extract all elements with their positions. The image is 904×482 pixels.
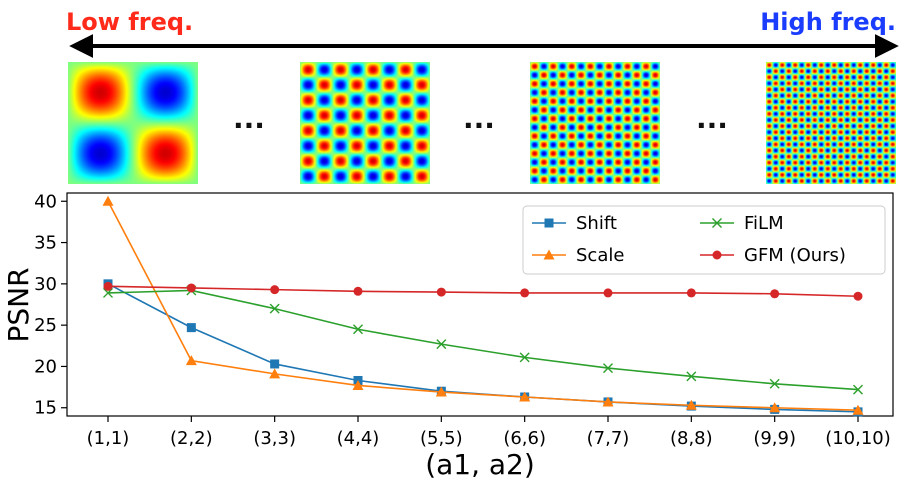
y-axis-title: PSNR <box>2 267 35 342</box>
legend-item-gfm-ours: GFM (Ours) <box>700 245 846 266</box>
data-point-film <box>103 287 113 298</box>
x-tick-label: (8,8) <box>670 428 713 449</box>
series-film <box>103 285 863 395</box>
data-point-gfm-ours <box>103 281 113 291</box>
y-tick-label: 30 <box>34 274 57 295</box>
data-point-gfm-ours <box>436 287 446 297</box>
legend-label-shift: Shift <box>576 213 617 234</box>
legend-item-shift: Shift <box>532 213 617 234</box>
series-line-gfm-ours <box>107 285 859 298</box>
data-point-scale <box>352 379 364 390</box>
y-axis: 15 20 25 30 35 40 <box>34 191 67 419</box>
data-point-film <box>603 363 613 374</box>
data-point-shift <box>186 323 196 333</box>
series-line-shift <box>107 283 859 413</box>
series-layer <box>102 195 864 417</box>
data-point-film <box>853 384 863 395</box>
plot-frame <box>66 192 894 417</box>
legend-item-scale: Scale <box>532 245 624 266</box>
data-point-film <box>769 378 780 389</box>
x-tick-label: (1,1) <box>87 428 130 449</box>
y-tick-label: 20 <box>34 356 57 377</box>
data-point-scale <box>685 399 697 410</box>
high-freq-label: High freq. <box>760 8 896 36</box>
legend: Shift Scale FiLM GFM (Ours) <box>522 205 886 275</box>
data-point-gfm-ours <box>853 291 863 301</box>
data-point-scale <box>519 391 531 402</box>
data-point-film <box>519 352 530 363</box>
data-point-scale <box>185 355 197 366</box>
psnr-line-chart: 15 20 25 30 35 40 (1,1) (2,2) (3,3) (4,4) (5,5) (6… <box>2 191 894 481</box>
x-tick-label: (10,10) <box>825 428 891 449</box>
ellipsis-3: ... <box>696 102 728 135</box>
series-line-film <box>107 289 859 391</box>
data-point-film <box>686 371 697 382</box>
data-point-scale <box>769 402 781 413</box>
ellipsis-1: ... <box>233 102 265 135</box>
data-point-scale <box>852 404 864 415</box>
x-tick-label: (7,7) <box>587 428 630 449</box>
data-point-gfm-ours <box>603 288 613 298</box>
series-shift <box>103 279 863 417</box>
series-line-scale <box>107 200 859 412</box>
legend-marker-shift <box>544 218 554 228</box>
x-tick-label: (6,6) <box>503 428 546 449</box>
data-point-gfm-ours <box>520 288 530 298</box>
y-tick-label: 25 <box>34 315 57 336</box>
legend-marker-scale <box>543 249 555 260</box>
data-point-gfm-ours <box>270 285 280 295</box>
x-tick-label: (4,4) <box>337 428 380 449</box>
legend-marker-gfm-ours <box>712 250 722 260</box>
x-tick-label: (5,5) <box>420 428 463 449</box>
pattern-thumbnail-3 <box>530 62 660 184</box>
pattern-thumbnail-1 <box>68 62 198 184</box>
ellipsis-2: ... <box>463 102 495 135</box>
data-point-gfm-ours <box>186 283 196 293</box>
data-point-gfm-ours <box>353 286 363 296</box>
data-point-scale <box>435 386 447 397</box>
x-axis: (1,1) (2,2) (3,3) (4,4) (5,5) (6,6) (7,7) (8,8)… <box>87 416 891 449</box>
data-point-scale <box>602 396 614 407</box>
data-point-film <box>269 303 280 314</box>
data-point-scale <box>102 195 114 206</box>
legend-label-scale: Scale <box>576 245 624 266</box>
data-point-shift <box>270 359 280 369</box>
y-tick-label: 40 <box>34 191 57 212</box>
y-tick-label: 15 <box>34 398 57 419</box>
x-tick-label: (2,2) <box>170 428 213 449</box>
series-scale <box>102 195 864 415</box>
series-gfm-ours <box>103 281 863 301</box>
low-freq-label: Low freq. <box>66 8 193 36</box>
legend-marker-film <box>712 218 722 228</box>
pattern-thumbnail-4 <box>766 62 896 184</box>
legend-box <box>522 205 886 275</box>
data-point-film <box>353 324 363 335</box>
x-tick-label: (9,9) <box>753 428 796 449</box>
data-point-gfm-ours <box>770 289 780 299</box>
data-point-scale <box>269 368 281 379</box>
x-axis-title: (a1, a2) <box>425 448 535 481</box>
legend-item-film: FiLM <box>700 213 784 234</box>
x-tick-label: (3,3) <box>253 428 296 449</box>
legend-label-gfm-ours: GFM (Ours) <box>744 245 846 266</box>
data-point-film <box>436 339 447 350</box>
legend-label-film: FiLM <box>744 213 784 234</box>
y-tick-label: 35 <box>34 233 57 254</box>
pattern-thumbnail-2 <box>300 62 430 184</box>
data-point-gfm-ours <box>686 288 696 298</box>
